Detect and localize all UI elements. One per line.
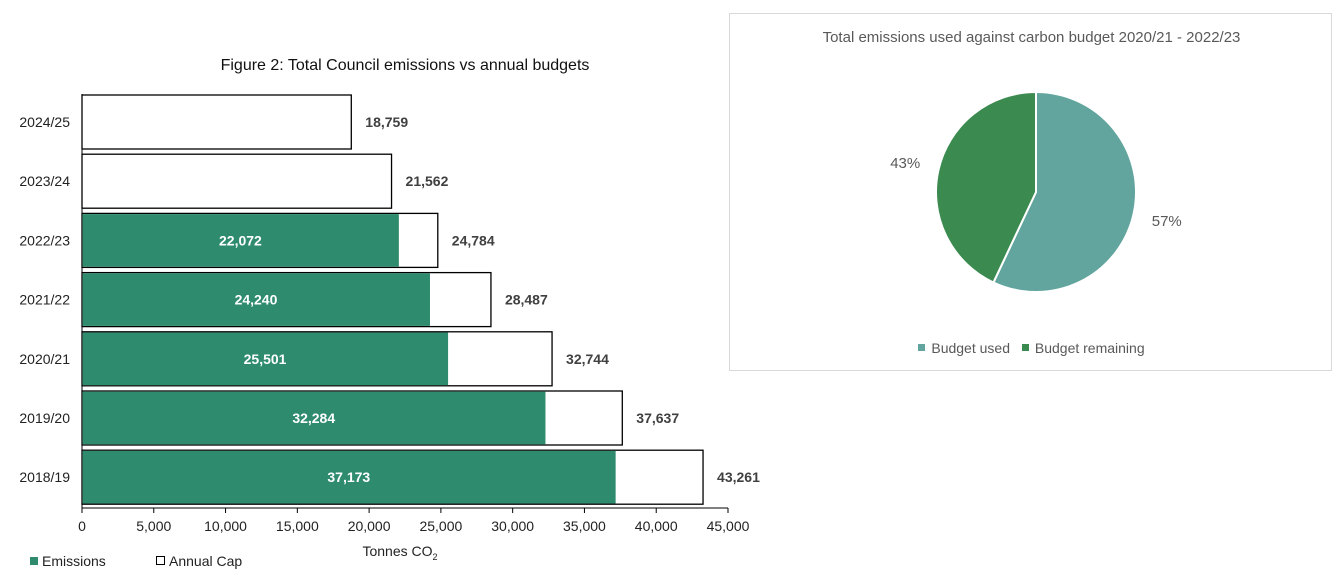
pie-chart-panel: Total emissions used against carbon budg… (729, 13, 1332, 371)
y-tick-label: 2018/19 (19, 469, 70, 485)
pie-chart-canvas: 57% 43% (890, 90, 1182, 293)
y-tick-label: 2024/25 (19, 114, 70, 130)
cap-data-label: 32,744 (566, 351, 609, 367)
x-tick-label: 10,000 (204, 518, 247, 534)
y-tick-label: 2020/21 (19, 351, 70, 367)
pie-legend-used: Budget used (918, 340, 1010, 356)
emissions-data-label: 24,240 (235, 292, 278, 308)
pie-slice (935, 90, 1037, 284)
legend-emissions-label: Emissions (42, 553, 106, 569)
emissions-data-label: 25,501 (244, 351, 287, 367)
pie-legend-used-swatch (918, 344, 926, 351)
cap-data-label: 24,784 (452, 232, 495, 248)
x-tick-label: 5,000 (136, 518, 171, 534)
pie-data-label: 43% (890, 155, 920, 172)
legend-cap-label: Annual Cap (169, 553, 243, 569)
pie-chart-title: Total emissions used against carbon budg… (822, 29, 1241, 46)
emissions-data-label: 22,072 (219, 232, 262, 248)
y-tick-label: 2019/20 (19, 410, 70, 426)
x-tick-label: 40,000 (635, 518, 678, 534)
cap-data-label: 18,759 (365, 114, 408, 130)
y-tick-label: 2021/22 (19, 292, 70, 308)
legend-cap: Annual Cap (156, 553, 242, 569)
pie-data-label: 57% (1152, 213, 1182, 230)
x-tick-label: 30,000 (491, 518, 534, 534)
legend-emissions: Emissions (30, 553, 106, 569)
emissions-data-label: 37,173 (327, 469, 370, 485)
x-tick-label: 0 (78, 518, 86, 534)
pie-legend-used-label: Budget used (931, 340, 1010, 356)
emissions-bar (82, 450, 616, 504)
emissions-bar (82, 391, 546, 445)
bar-chart-canvas: 18,759 2024/25 21,562 2023/24 22,072 24,784 20… (19, 94, 760, 534)
cap-bar (81, 153, 393, 209)
legend-cap-swatch (156, 556, 165, 565)
cap-data-label: 43,261 (717, 469, 760, 485)
pie-legend-remaining-label: Budget remaining (1034, 340, 1145, 356)
x-axis-label-main: Tonnes CO (362, 543, 433, 559)
emissions-bar (82, 332, 449, 386)
pie-legend: Budget used Budget remaining (730, 340, 1332, 356)
pie-legend-remaining-swatch (1021, 344, 1029, 351)
pie-legend-remaining: Budget remaining (1021, 340, 1145, 356)
y-tick-label: 2023/24 (19, 173, 70, 189)
cap-bar (81, 94, 352, 150)
x-tick-label: 15,000 (276, 518, 319, 534)
cap-data-label: 21,562 (406, 173, 449, 189)
x-tick-label: 45,000 (707, 518, 750, 534)
x-tick-label: 20,000 (348, 518, 391, 534)
bar-chart: Figure 2: Total Council emissions vs ann… (19, 57, 760, 569)
emissions-data-label: 32,284 (292, 410, 335, 426)
y-tick-label: 2022/23 (19, 232, 70, 248)
x-axis-label-subscript: 2 (432, 551, 438, 562)
x-axis-label: Tonnes CO2 (300, 543, 500, 562)
bar-chart-title: Figure 2: Total Council emissions vs ann… (220, 57, 590, 74)
emissions-bar (82, 273, 430, 326)
x-tick-label: 35,000 (563, 518, 606, 534)
legend-emissions-swatch (30, 557, 38, 565)
pie-slice (992, 90, 1137, 293)
cap-data-label: 28,487 (505, 292, 548, 308)
emissions-bar (82, 214, 399, 267)
cap-data-label: 37,637 (636, 410, 679, 426)
x-tick-label: 25,000 (419, 518, 462, 534)
